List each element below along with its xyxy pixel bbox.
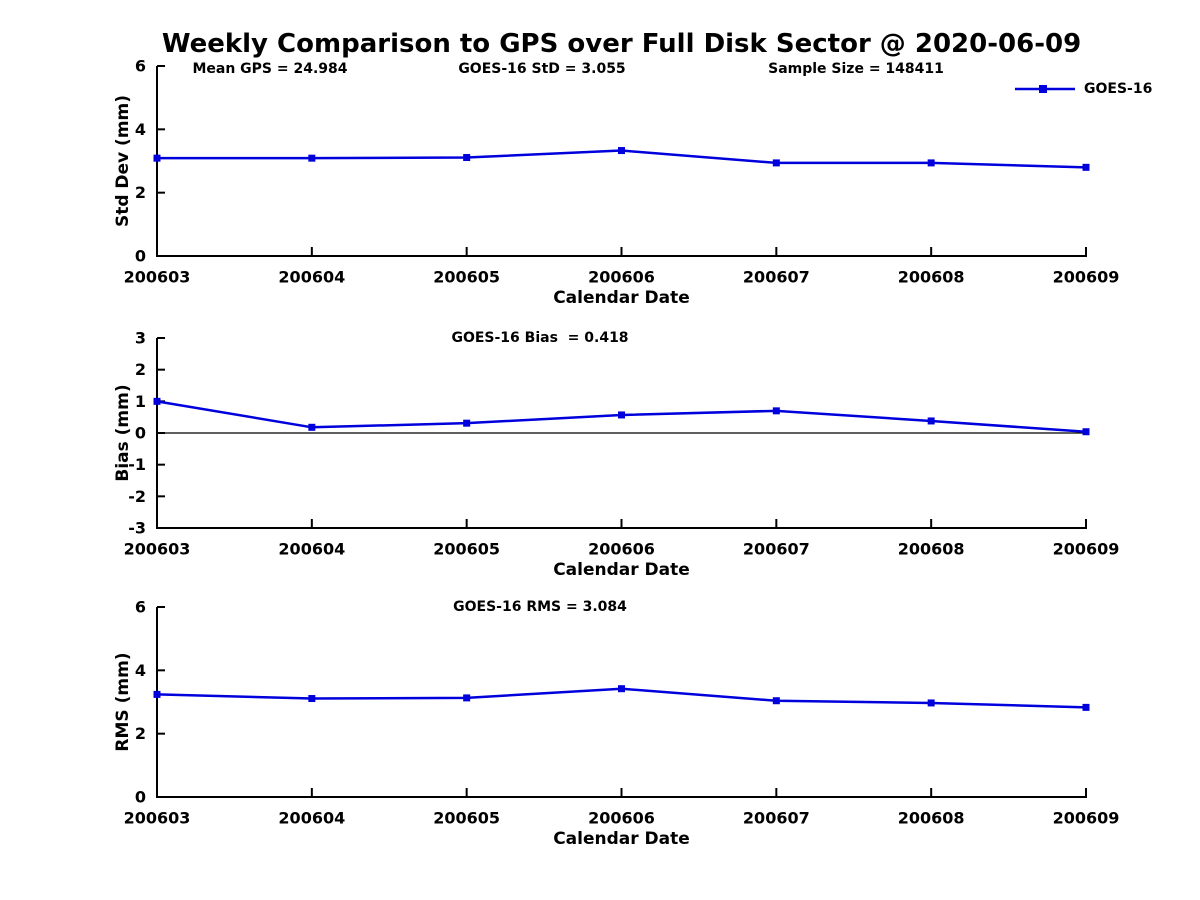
x-tick-label: 200606 [588,809,655,828]
x-tick-label: 200605 [433,268,500,287]
annotation: Sample Size = 148411 [768,61,944,77]
x-axis-label: Calendar Date [553,288,690,308]
x-tick-label: 200606 [588,540,655,559]
data-point-marker [463,154,471,162]
data-point-marker [1082,703,1090,711]
annotation: Mean GPS = 24.984 [192,61,347,77]
y-tick-label: -1 [128,455,146,474]
x-tick-label: 200605 [433,809,500,828]
subplot-std-dev: 0 2 4 6 200603 200604 200605 200606 200607 200608… [113,57,1119,309]
x-tick-label: 200607 [743,268,810,287]
x-tick-label: 200607 [743,540,810,559]
annotation: GOES-16 StD = 3.055 [458,61,625,77]
data-point-marker [463,694,471,702]
x-tick-label: 200608 [898,540,965,559]
legend-label: GOES-16 [1084,81,1153,97]
x-tick-label: 200605 [433,540,500,559]
y-tick-label: 4 [135,120,146,139]
data-point-marker [772,697,780,705]
data-point-marker [1082,428,1090,436]
x-tick-label: 200603 [124,540,191,559]
x-tick-label: 200603 [124,268,191,287]
data-point-marker [618,147,625,155]
y-tick-label: 0 [135,247,146,266]
y-tick-label: -2 [128,487,146,506]
subplot-bias: -3 -2 -1 0 1 2 3 200603 200604 200605 200606 200607… [113,329,1119,581]
annotation: GOES-16 Bias = 0.418 [451,330,628,346]
y-tick-label: 6 [135,57,146,76]
annotation: GOES-16 RMS = 3.084 [453,599,627,615]
y-tick-label: 0 [135,424,146,443]
x-tick-label: 200608 [898,268,965,287]
data-point-marker [153,154,161,162]
y-tick-label: 3 [135,329,146,348]
data-point-marker [308,423,316,431]
data-point-marker [153,397,161,405]
x-tick-label: 200604 [278,809,345,828]
x-tick-label: 200609 [1053,809,1120,828]
data-point-marker [927,417,935,425]
data-point-marker [772,159,780,167]
x-tick-label: 200604 [278,540,345,559]
figure-title: Weekly Comparison to GPS over Full Disk … [161,29,1082,59]
y-tick-label: 2 [135,724,146,743]
data-point-marker [618,685,625,693]
y-axis-label: Bias (mm) [113,384,133,481]
x-axis-label: Calendar Date [553,829,690,849]
y-tick-label: 4 [135,661,146,680]
x-tick-label: 200603 [124,809,191,828]
data-point-marker [463,419,471,427]
x-axis-label: Calendar Date [553,560,690,580]
data-point-marker [1082,163,1090,171]
data-point-marker [772,407,780,415]
data-point-marker [308,695,316,703]
x-tick-label: 200607 [743,809,810,828]
x-tick-label: 200604 [278,268,345,287]
data-point-marker [308,154,316,162]
data-point-marker [153,690,161,698]
y-tick-label: 6 [135,598,146,617]
y-tick-label: 2 [135,360,146,379]
y-tick-label: 1 [135,392,146,411]
y-tick-label: 2 [135,183,146,202]
legend-line-marker-icon [1015,85,1075,93]
x-tick-label: 200608 [898,809,965,828]
y-tick-label: -3 [128,519,146,538]
y-axis-label: RMS (mm) [113,652,133,751]
data-point-marker [618,411,625,419]
data-point-marker [927,699,935,707]
data-point-marker [927,159,935,167]
x-tick-label: 200609 [1053,268,1120,287]
y-tick-label: 0 [135,788,146,807]
x-tick-label: 200606 [588,268,655,287]
y-axis-label: Std Dev (mm) [113,95,133,227]
subplot-rms: 0 2 4 6 200603 200604 200605 200606 200607 200608… [113,598,1119,850]
legend: GOES-16 [1014,81,1152,97]
x-tick-label: 200609 [1053,540,1120,559]
